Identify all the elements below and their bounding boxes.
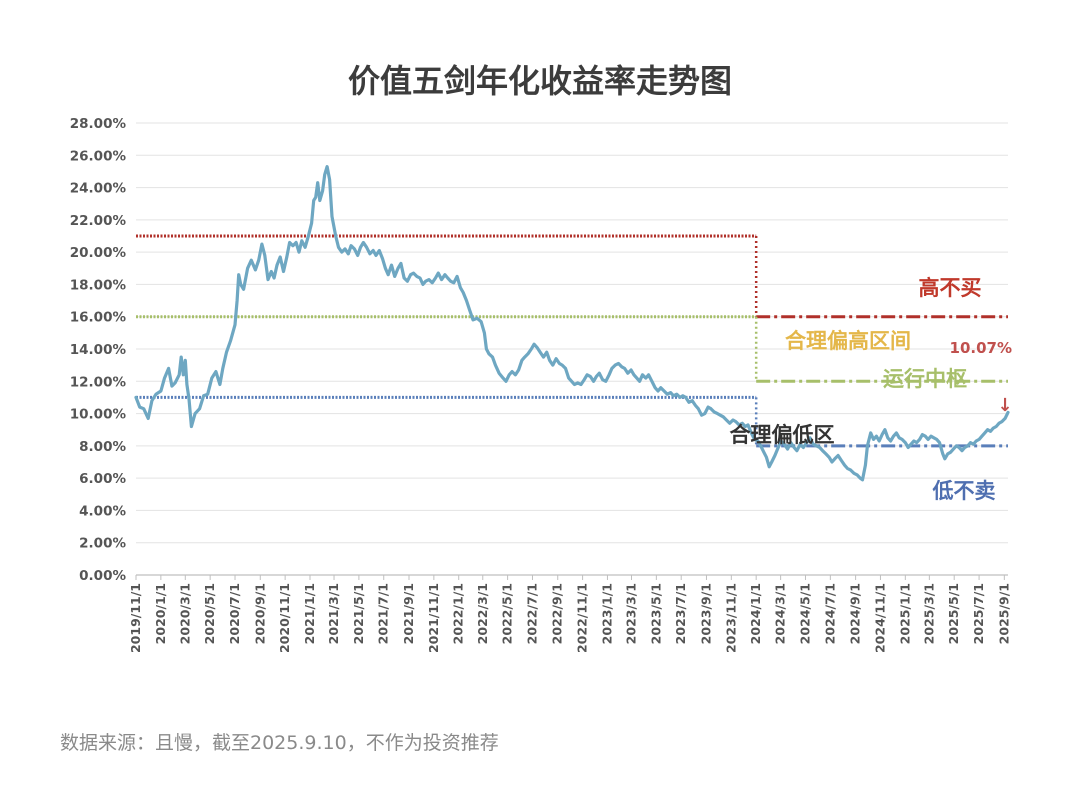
- x-tick-label: 2020/9/1: [252, 583, 267, 644]
- y-tick-label: 2.00%: [79, 536, 126, 552]
- grid-lines: [136, 122, 1008, 576]
- x-tick-label: 2024/3/1: [773, 583, 788, 644]
- annotation-low-range: 合理偏低区: [730, 423, 835, 447]
- y-tick-label: 8.00%: [79, 439, 126, 455]
- x-tick-label: 2023/9/1: [698, 583, 713, 644]
- annotation-low-no-sell: 低不卖: [932, 479, 996, 503]
- x-tick-label: 2023/11/1: [723, 583, 738, 653]
- x-tick-label: 2023/3/1: [623, 583, 638, 644]
- x-tick-label: 2025/5/1: [946, 583, 961, 644]
- x-tick-label: 2021/3/1: [326, 583, 341, 644]
- x-tick-label: 2021/5/1: [351, 583, 366, 644]
- y-tick-label: 14.00%: [70, 342, 127, 358]
- y-tick-label: 16.00%: [70, 310, 127, 326]
- x-tick-label: 2021/11/1: [426, 583, 441, 653]
- reference-lines: [136, 234, 1008, 448]
- x-tick-label: 2024/1/1: [748, 583, 763, 644]
- x-axis-ticks: 2019/11/1 2020/1/1 2020/3/1 2020/5/1 2020/7/…: [128, 575, 1011, 653]
- x-tick-label: 2020/3/1: [177, 583, 192, 644]
- x-tick-label: 2022/1/1: [451, 583, 466, 644]
- x-tick-label: 2020/1/1: [153, 583, 168, 644]
- y-tick-label: 10.00%: [70, 407, 127, 423]
- y-tick-label: 20.00%: [70, 245, 127, 261]
- x-tick-label: 2021/9/1: [401, 583, 416, 644]
- annotation-high-no-buy: 高不买: [919, 276, 982, 300]
- y-tick-label: 0.00%: [79, 568, 126, 584]
- x-tick-label: 2023/1/1: [599, 583, 614, 644]
- y-tick-label: 12.00%: [70, 374, 127, 390]
- yield-trend-chart: 价值五剑年化收益率走势图 0.00% 2.00% 4.00% 6.00% 8.00% 10…: [70, 62, 1013, 653]
- x-tick-label: 2023/7/1: [673, 583, 688, 644]
- x-tick-label: 2024/7/1: [822, 583, 837, 644]
- series-line: [134, 165, 1010, 482]
- annotation-center: 运行中枢: [883, 367, 967, 391]
- x-tick-label: 2022/3/1: [475, 583, 490, 644]
- y-tick-label: 22.00%: [70, 213, 127, 229]
- x-tick-label: 2025/7/1: [971, 583, 986, 644]
- x-tick-label: 2024/5/1: [797, 583, 812, 644]
- x-tick-label: 2025/1/1: [897, 583, 912, 644]
- x-tick-label: 2022/7/1: [524, 583, 539, 644]
- x-tick-label: 2022/11/1: [575, 583, 590, 653]
- x-tick-label: 2023/5/1: [648, 583, 663, 644]
- y-tick-label: 6.00%: [79, 471, 126, 487]
- y-axis-ticks: 0.00% 2.00% 4.00% 6.00% 8.00% 10.00% 12.00% 14.…: [70, 116, 127, 584]
- annotation-high-range: 合理偏高区间: [785, 329, 911, 353]
- x-tick-label: 2022/5/1: [500, 583, 515, 644]
- y-tick-label: 18.00%: [70, 277, 127, 293]
- x-tick-label: 2021/1/1: [302, 583, 317, 644]
- annotation-current-value: 10.07%: [950, 339, 1012, 357]
- x-tick-label: 2021/7/1: [376, 583, 391, 644]
- chart-title: 价值五剑年化收益率走势图: [348, 62, 732, 100]
- y-tick-label: 28.00%: [70, 116, 127, 132]
- x-tick-label: 2022/9/1: [550, 583, 565, 644]
- x-tick-label: 2024/9/1: [848, 583, 863, 644]
- x-tick-label: 2020/5/1: [202, 583, 217, 644]
- x-tick-label: 2024/11/1: [872, 583, 887, 653]
- y-tick-label: 26.00%: [70, 148, 127, 164]
- x-tick-label: 2020/11/1: [277, 583, 292, 653]
- x-tick-label: 2025/3/1: [921, 583, 936, 644]
- x-tick-label: 2019/11/1: [128, 583, 143, 653]
- series: [134, 165, 1010, 482]
- y-tick-label: 4.00%: [79, 503, 126, 519]
- source-note: 数据来源：且慢，截至2025.9.10，不作为投资推荐: [60, 732, 499, 754]
- x-tick-label: 2020/7/1: [227, 583, 242, 644]
- y-tick-label: 24.00%: [70, 181, 127, 197]
- annotation-arrow: ↓: [997, 395, 1012, 416]
- x-tick-label: 2025/9/1: [996, 583, 1011, 644]
